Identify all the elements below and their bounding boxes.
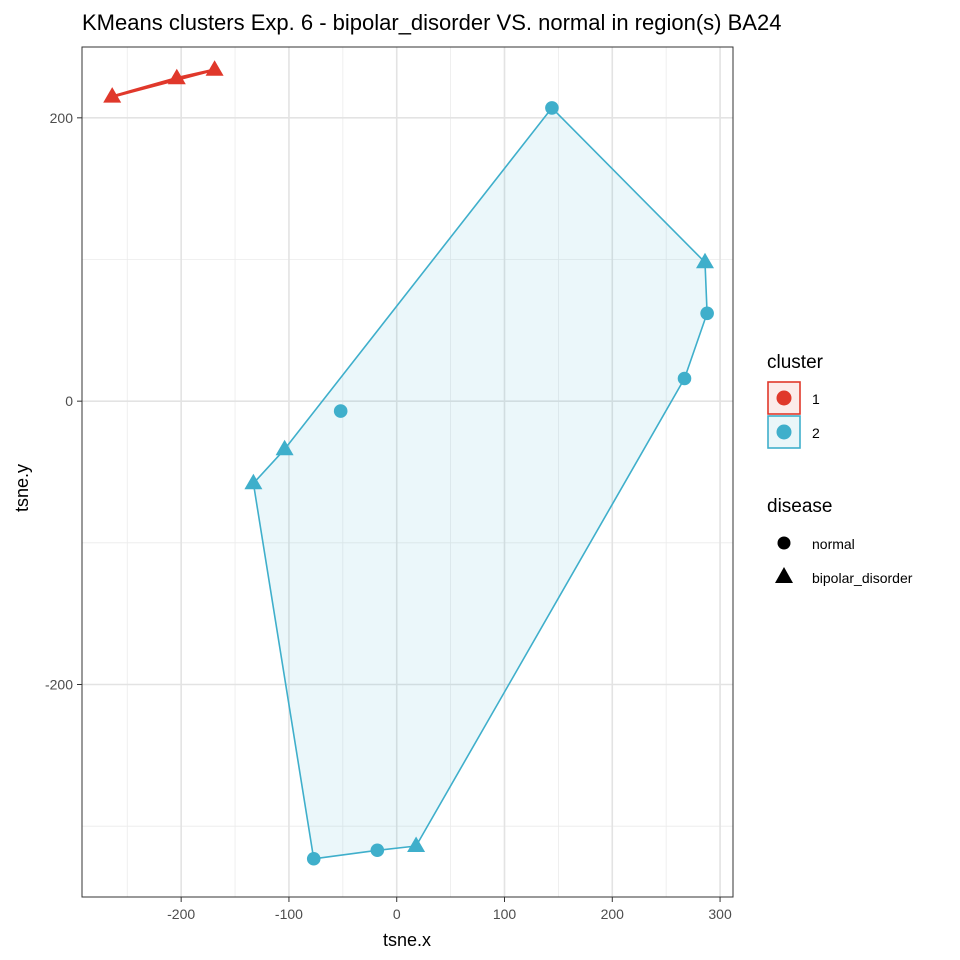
- data-point-circle: [306, 851, 321, 866]
- cluster-hulls: [110, 68, 708, 860]
- plot-panel: [81, 46, 734, 898]
- x-tick-label: 100: [493, 906, 517, 922]
- chart-title: KMeans clusters Exp. 6 - bipolar_disorde…: [82, 10, 781, 35]
- x-tick-label: 0: [393, 906, 401, 922]
- cluster-2-hull: [252, 107, 708, 860]
- data-point-triangle: [103, 87, 122, 103]
- x-axis-title: tsne.x: [383, 930, 431, 950]
- legend-disease: disease normal bipolar_disorder: [767, 496, 913, 586]
- grid-lines: [82, 47, 733, 897]
- y-axis-title: tsne.y: [12, 464, 32, 512]
- data-point-circle: [677, 371, 692, 386]
- data-point-circle: [333, 404, 348, 418]
- data-point-circle: [370, 843, 385, 858]
- data-point-triangle: [205, 60, 224, 76]
- y-tick-label: 200: [50, 110, 74, 126]
- data-point-triangle: [244, 473, 263, 490]
- y-tick-label: -200: [45, 677, 73, 693]
- x-tick-label: -100: [275, 906, 303, 922]
- plot-border: [81, 46, 734, 898]
- legend-triangle-icon: [775, 567, 793, 583]
- legend-cluster-title: cluster: [767, 352, 824, 373]
- data-point-triangle: [696, 252, 714, 269]
- plot-background: [82, 47, 733, 897]
- cluster-1-hull: [110, 68, 217, 98]
- y-axis: -200 0 200: [45, 110, 82, 693]
- x-tick-label: 200: [601, 906, 625, 922]
- y-tick-label: 0: [65, 393, 73, 409]
- legend-disease-normal-label: normal: [812, 536, 855, 552]
- data-points: [103, 60, 714, 866]
- legend-cluster-2-circle-icon: [776, 424, 792, 440]
- x-axis: -200 -100 0 100 200 300: [167, 897, 732, 922]
- data-point-triangle: [407, 836, 426, 852]
- legend-cluster-2-label: 2: [812, 425, 820, 441]
- legend-disease-title: disease: [767, 496, 833, 517]
- data-point-circle: [700, 306, 714, 321]
- data-point-circle: [545, 101, 559, 115]
- data-point-triangle: [275, 439, 294, 456]
- legend-disease-bipolar-label: bipolar_disorder: [812, 570, 913, 586]
- x-tick-label: 300: [708, 906, 732, 922]
- legend-cluster-1-circle-icon: [776, 390, 792, 406]
- legend-cluster: cluster 1 2: [767, 352, 824, 449]
- legend-circle-icon: [777, 536, 791, 550]
- legend-cluster-1-label: 1: [812, 391, 820, 407]
- data-point-triangle: [167, 68, 186, 85]
- legend-cluster-2-key: [767, 415, 801, 449]
- x-tick-label: -200: [167, 906, 195, 922]
